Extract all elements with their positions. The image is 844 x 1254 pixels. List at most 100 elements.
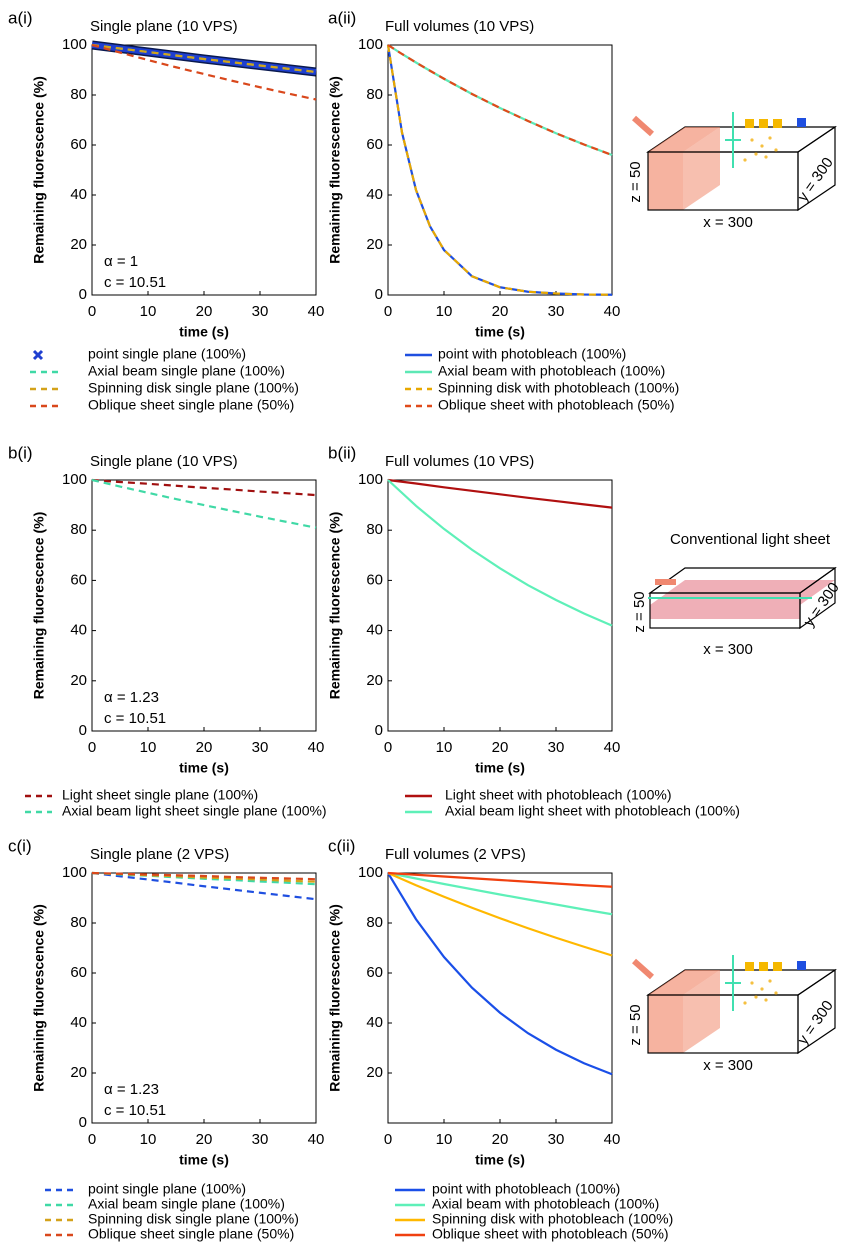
legend-label: point single plane (100%)	[88, 346, 246, 362]
series-line	[91, 871, 317, 901]
x-axis-label: time (s)	[475, 1152, 525, 1168]
panel-label: b(i)	[8, 443, 33, 462]
x-tick-label: 30	[548, 1131, 565, 1148]
x-tick-label: 10	[140, 739, 157, 756]
y-axis-label: Remaining fluorescence (%)	[327, 904, 343, 1092]
x-tick-label: 20	[492, 739, 509, 756]
y-tick-label: 40	[70, 622, 87, 639]
series-line	[91, 478, 317, 497]
diagram-oblique: z = 50 x = 300 y = 300	[627, 955, 837, 1074]
y-tick-label: 80	[70, 521, 87, 538]
x-tick-label: 30	[548, 303, 565, 320]
y-tick-label: 20	[366, 236, 383, 253]
series-line	[91, 871, 317, 886]
y-tick-label: 100	[62, 36, 87, 53]
series-line	[387, 44, 613, 157]
annotation: α = 1.23	[104, 1081, 159, 1098]
y-tick-label: 40	[70, 1014, 87, 1031]
chart-title: Single plane (10 VPS)	[90, 453, 238, 470]
panel-label: c(i)	[8, 836, 32, 855]
y-tick-label: 60	[366, 136, 383, 153]
y-axis-label: Remaining fluorescence (%)	[31, 512, 47, 700]
chart-title: Full volumes (10 VPS)	[385, 453, 534, 470]
x-tick-label: 40	[604, 739, 621, 756]
series-line	[386, 44, 613, 296]
x-axis-label: time (s)	[475, 324, 525, 340]
series-line	[386, 44, 613, 296]
legend-label: Axial beam light sheet with photobleach …	[445, 803, 740, 819]
series-line	[387, 871, 613, 888]
y-tick-label: 40	[366, 1014, 383, 1031]
x-tick-label: 40	[604, 1131, 621, 1148]
legend-label: Oblique sheet with photobleach (50%)	[438, 397, 675, 413]
y-tick-label: 100	[62, 864, 87, 881]
y-axis-label: Remaining fluorescence (%)	[327, 512, 343, 700]
x-tick-label: 0	[384, 303, 392, 320]
legend-label: Oblique sheet single plane (50%)	[88, 397, 294, 413]
x-tick-label: 10	[140, 1131, 157, 1148]
x-tick-label: 40	[604, 303, 621, 320]
legend-label: point with photobleach (100%)	[432, 1181, 620, 1197]
series-line	[91, 43, 317, 101]
x-tick-label: 0	[88, 739, 96, 756]
x-label: x = 300	[703, 641, 753, 658]
series-line	[91, 43, 317, 74]
x-tick-label: 20	[492, 1131, 509, 1148]
chart-title: Single plane (10 VPS)	[90, 18, 238, 35]
series-line	[387, 871, 613, 957]
legend-label: Oblique sheet single plane (50%)	[88, 1226, 294, 1242]
x-label: x = 300	[703, 214, 753, 231]
series-line	[387, 871, 613, 916]
x-axis-label: time (s)	[179, 324, 229, 340]
legend-marker	[32, 349, 44, 361]
z-label: z = 50	[631, 591, 648, 632]
y-tick-label: 60	[70, 964, 87, 981]
legend-label: point with photobleach (100%)	[438, 346, 626, 362]
annotation: c = 10.51	[104, 1102, 166, 1119]
legend-label: Axial beam with photobleach (100%)	[432, 1196, 659, 1212]
x-tick-label: 20	[492, 303, 509, 320]
plot-frame	[387, 479, 613, 732]
x-tick-label: 0	[384, 1131, 392, 1148]
legend-label: Axial beam single plane (100%)	[88, 1196, 285, 1212]
y-tick-label: 80	[366, 914, 383, 931]
x-tick-label: 20	[196, 303, 213, 320]
x-tick-label: 30	[252, 1131, 269, 1148]
y-tick-label: 60	[366, 964, 383, 981]
y-tick-label: 40	[366, 186, 383, 203]
legend-label: Spinning disk with photobleach (100%)	[432, 1211, 673, 1227]
x-tick-label: 40	[308, 739, 325, 756]
panel-label: a(i)	[8, 8, 33, 27]
series-line	[387, 479, 613, 627]
panel-label: c(ii)	[328, 836, 355, 855]
x-tick-label: 0	[88, 1131, 96, 1148]
legend-label: Axial beam light sheet single plane (100…	[62, 803, 327, 819]
y-label: y = 300	[794, 154, 836, 204]
y-tick-label: 60	[366, 571, 383, 588]
y-tick-label: 0	[375, 286, 383, 303]
y-axis-label: Remaining fluorescence (%)	[31, 76, 47, 264]
x-axis-label: time (s)	[179, 760, 229, 776]
x-tick-label: 30	[548, 739, 565, 756]
series-line	[91, 478, 317, 529]
y-axis-label: Remaining fluorescence (%)	[31, 904, 47, 1092]
series-line	[91, 871, 317, 881]
y-label: y = 300	[794, 997, 836, 1047]
y-tick-label: 100	[358, 36, 383, 53]
y-axis-label: Remaining fluorescence (%)	[327, 76, 343, 264]
diagram-light-sheet: Conventional light sheet z = 50 x = 300 …	[631, 531, 843, 658]
series-line	[387, 872, 613, 1076]
x-tick-label: 10	[436, 739, 453, 756]
series-line	[387, 44, 613, 157]
series-line	[387, 478, 613, 509]
annotation: α = 1.23	[104, 689, 159, 706]
chart-title: Full volumes (10 VPS)	[385, 18, 534, 35]
legend-label: Spinning disk single plane (100%)	[88, 1211, 299, 1227]
y-tick-label: 60	[70, 571, 87, 588]
legend-label: point single plane (100%)	[88, 1181, 246, 1197]
legend-label: Oblique sheet with photobleach (50%)	[432, 1226, 669, 1242]
y-tick-label: 20	[70, 1064, 87, 1081]
y-tick-label: 60	[70, 136, 87, 153]
legend-label: Light sheet single plane (100%)	[62, 787, 258, 803]
